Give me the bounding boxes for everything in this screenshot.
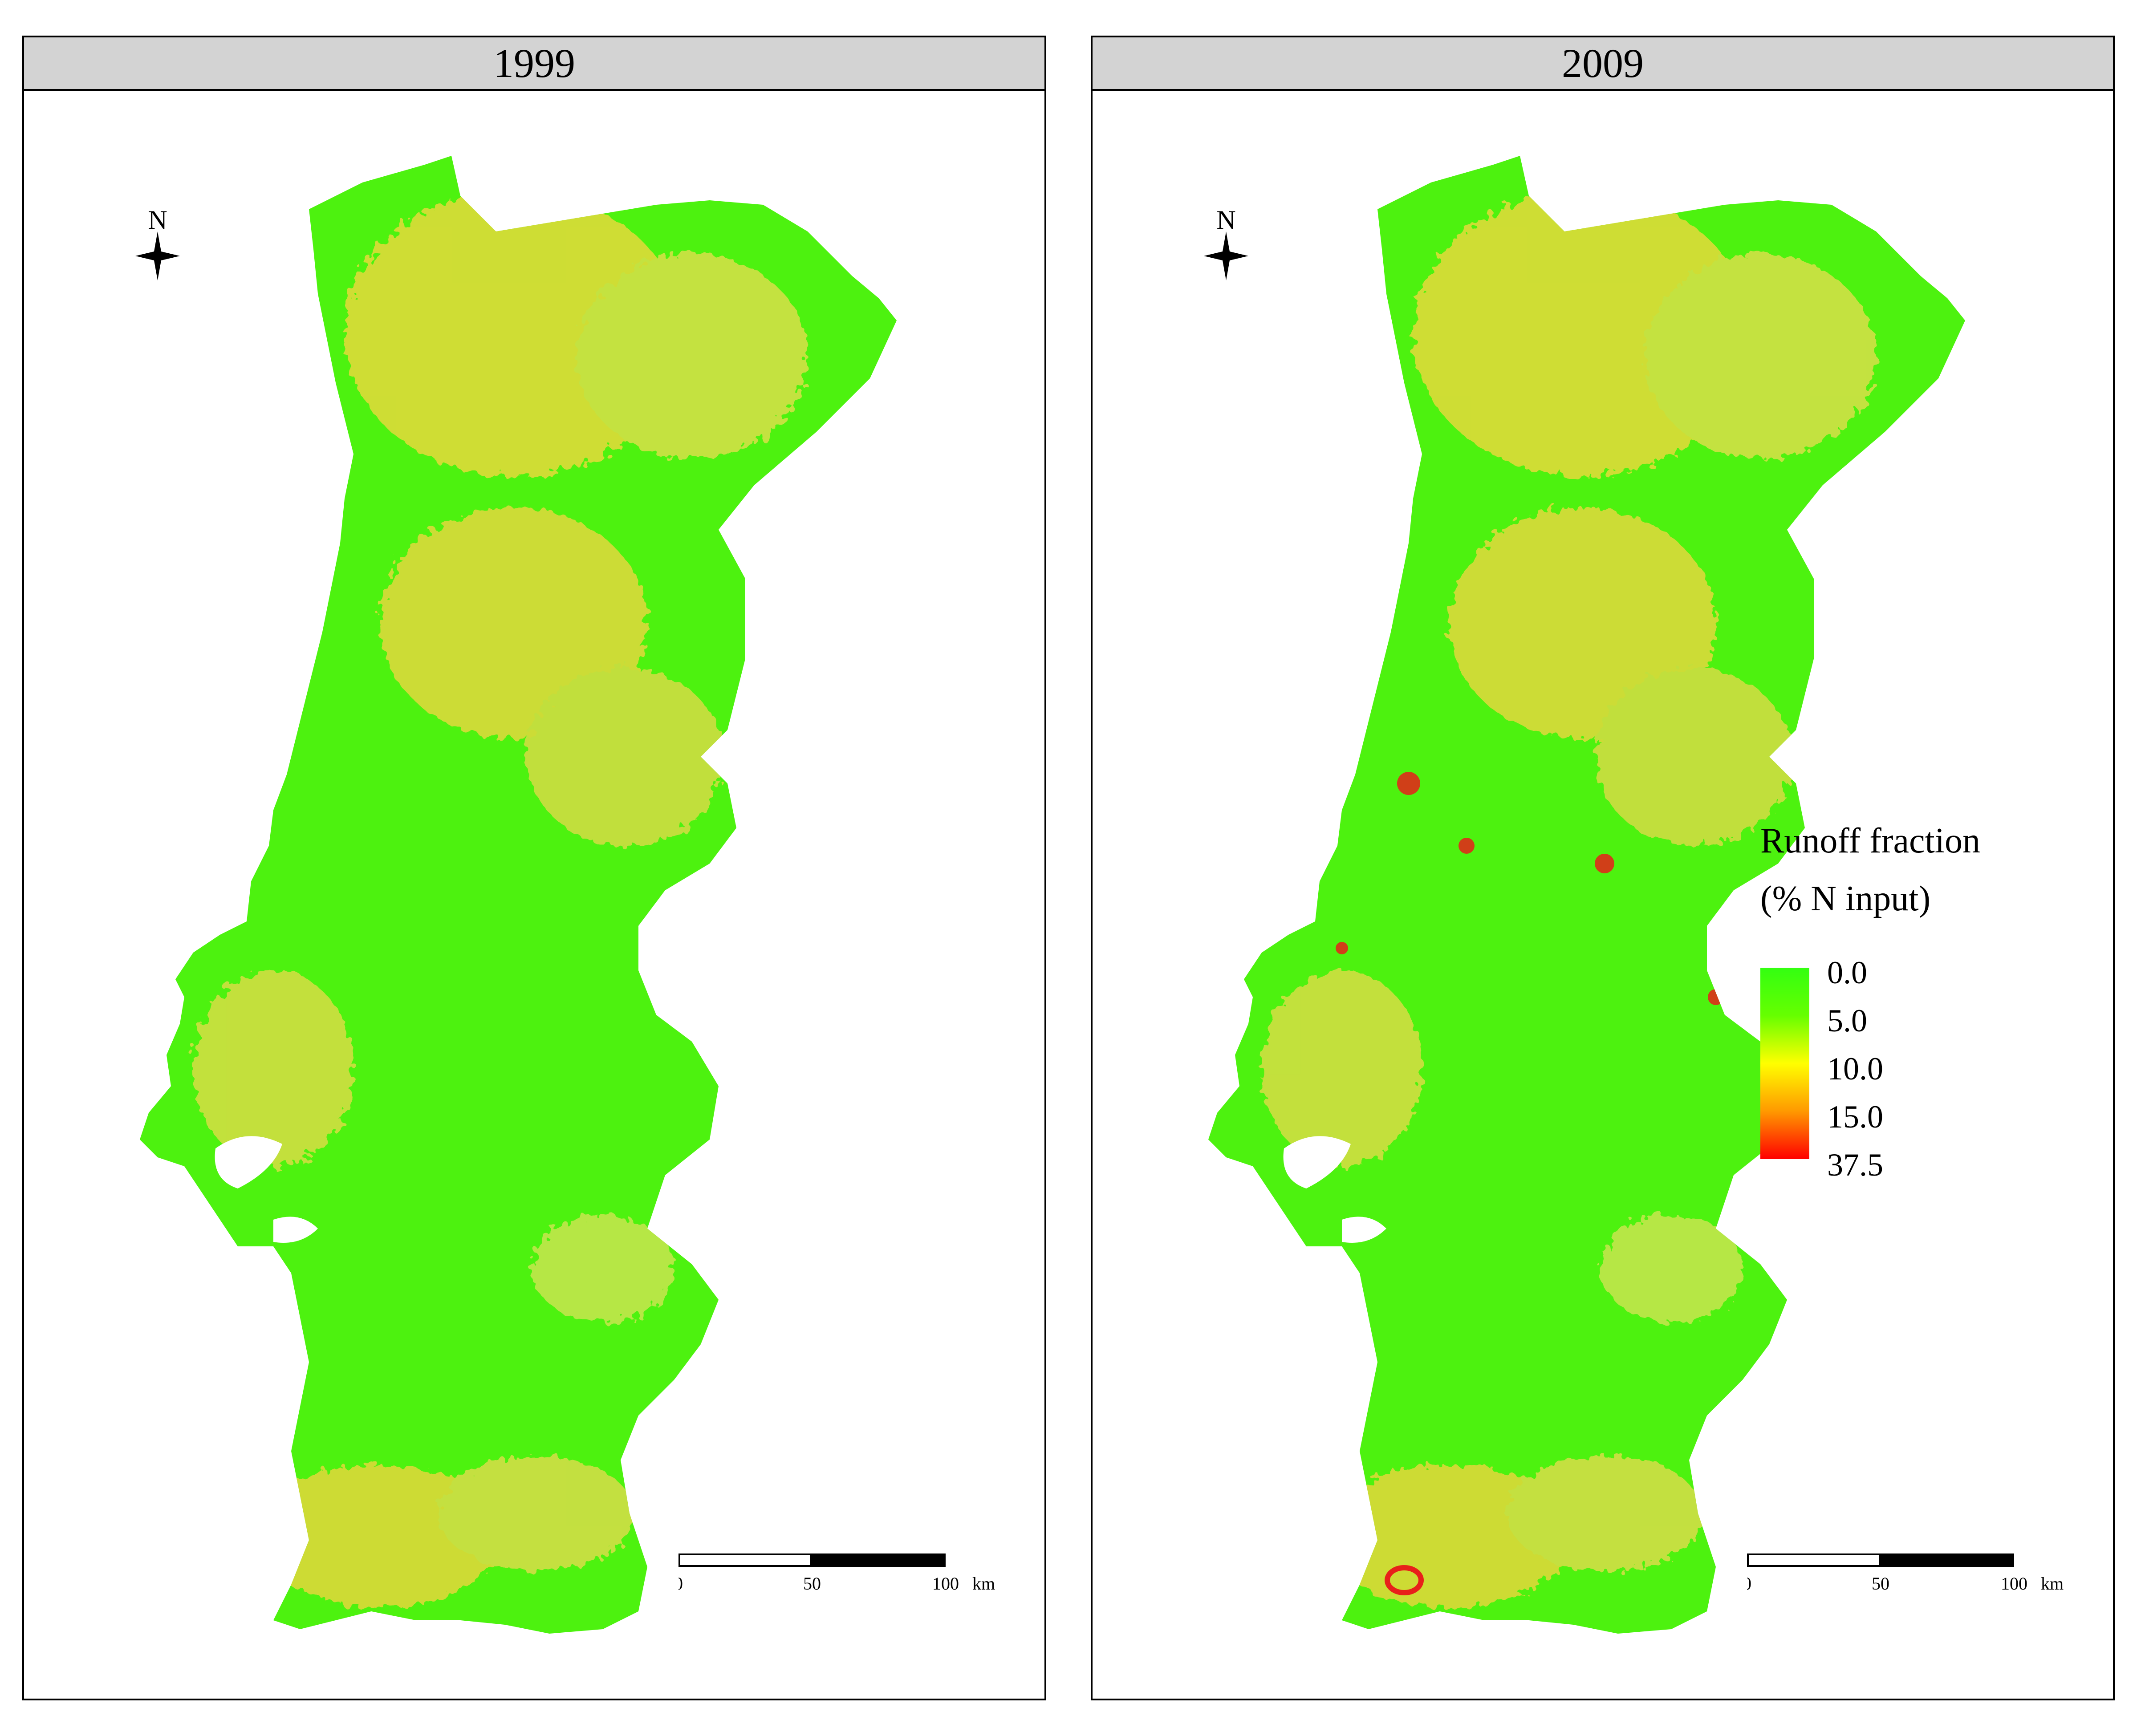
- estuary-sado: [273, 1217, 318, 1243]
- land-area: [140, 156, 897, 1634]
- panel-header: 2009: [1093, 37, 2113, 91]
- hotspot: [1385, 1565, 1424, 1595]
- legend-label-15: 15.0: [1827, 1099, 1883, 1135]
- hotspot: [1595, 854, 1614, 873]
- compass-icon: [135, 231, 180, 280]
- map-panel-2009: 2009: [1091, 36, 2115, 1700]
- runoff-zone-interior: [532, 1215, 674, 1322]
- scale-tick-100: 100: [932, 1574, 959, 1594]
- scale-tick-50: 50: [1872, 1574, 1889, 1594]
- scale-unit: km: [2041, 1574, 2064, 1594]
- legend-label-37-5: 37.5: [1827, 1147, 1883, 1183]
- scale-bar: 0 50 100 km: [1747, 1553, 2068, 1620]
- panel-header: 1999: [24, 37, 1044, 91]
- compass-icon: [1204, 231, 1248, 280]
- north-arrow: N: [1195, 205, 1257, 294]
- estuary-tagus: [1283, 1136, 1351, 1188]
- scale-tick-100: 100: [2001, 1574, 2027, 1594]
- portugal-map: N 0 50 100 km: [126, 156, 999, 1634]
- north-label: N: [148, 205, 167, 235]
- runoff-zone-southeast: [1507, 1456, 1702, 1571]
- estuary-sado: [1342, 1217, 1386, 1243]
- hotspot: [1336, 942, 1348, 954]
- high-runoff-hotspots: [1336, 772, 1724, 1595]
- runoff-zone-northeast: [576, 254, 808, 458]
- runoff-zone-northeast: [1645, 254, 1876, 458]
- scale-tick-50: 50: [803, 1574, 821, 1594]
- portugal-map: N 0 50 100 km: [1195, 156, 2068, 1634]
- legend-title-line2: (% N input): [1760, 879, 1931, 918]
- legend-label-10: 10.0: [1827, 1051, 1883, 1087]
- runoff-zone-interior: [1600, 1215, 1743, 1322]
- legend: Runoff fraction (% N input) 0.0 5.0 10.0…: [1760, 821, 2072, 1221]
- runoff-zone-west: [193, 970, 353, 1166]
- hotspot: [1708, 989, 1724, 1005]
- map-panel-1999: 1999: [22, 36, 1046, 1700]
- legend-label-0: 0.0: [1827, 955, 1867, 990]
- runoff-zone-west: [1262, 970, 1422, 1166]
- scale-segment-black: [1881, 1553, 2014, 1567]
- scale-segment-white: [1747, 1553, 1881, 1567]
- north-arrow: N: [126, 205, 189, 294]
- hotspot: [1459, 838, 1475, 854]
- north-label: N: [1216, 205, 1236, 235]
- estuary-tagus: [215, 1136, 282, 1188]
- scale-bar: 0 50 100 km: [678, 1553, 999, 1620]
- runoff-zone-center-east: [527, 668, 723, 846]
- panel-title: 2009: [1562, 41, 1644, 86]
- scale-tick-0: 0: [678, 1574, 683, 1594]
- panel-title: 1999: [493, 41, 575, 86]
- legend-label-5: 5.0: [1827, 1003, 1867, 1038]
- scale-segment-white: [678, 1553, 812, 1567]
- runoff-zone-center-east: [1596, 668, 1792, 846]
- hotspot: [1397, 772, 1420, 795]
- scale-unit: km: [972, 1574, 995, 1594]
- legend-title-line1: Runoff fraction: [1760, 821, 1980, 860]
- legend-color-ramp: [1760, 968, 1809, 1159]
- scale-tick-0: 0: [1747, 1574, 1751, 1594]
- scale-segment-black: [812, 1553, 946, 1567]
- runoff-zone-southeast: [438, 1456, 634, 1571]
